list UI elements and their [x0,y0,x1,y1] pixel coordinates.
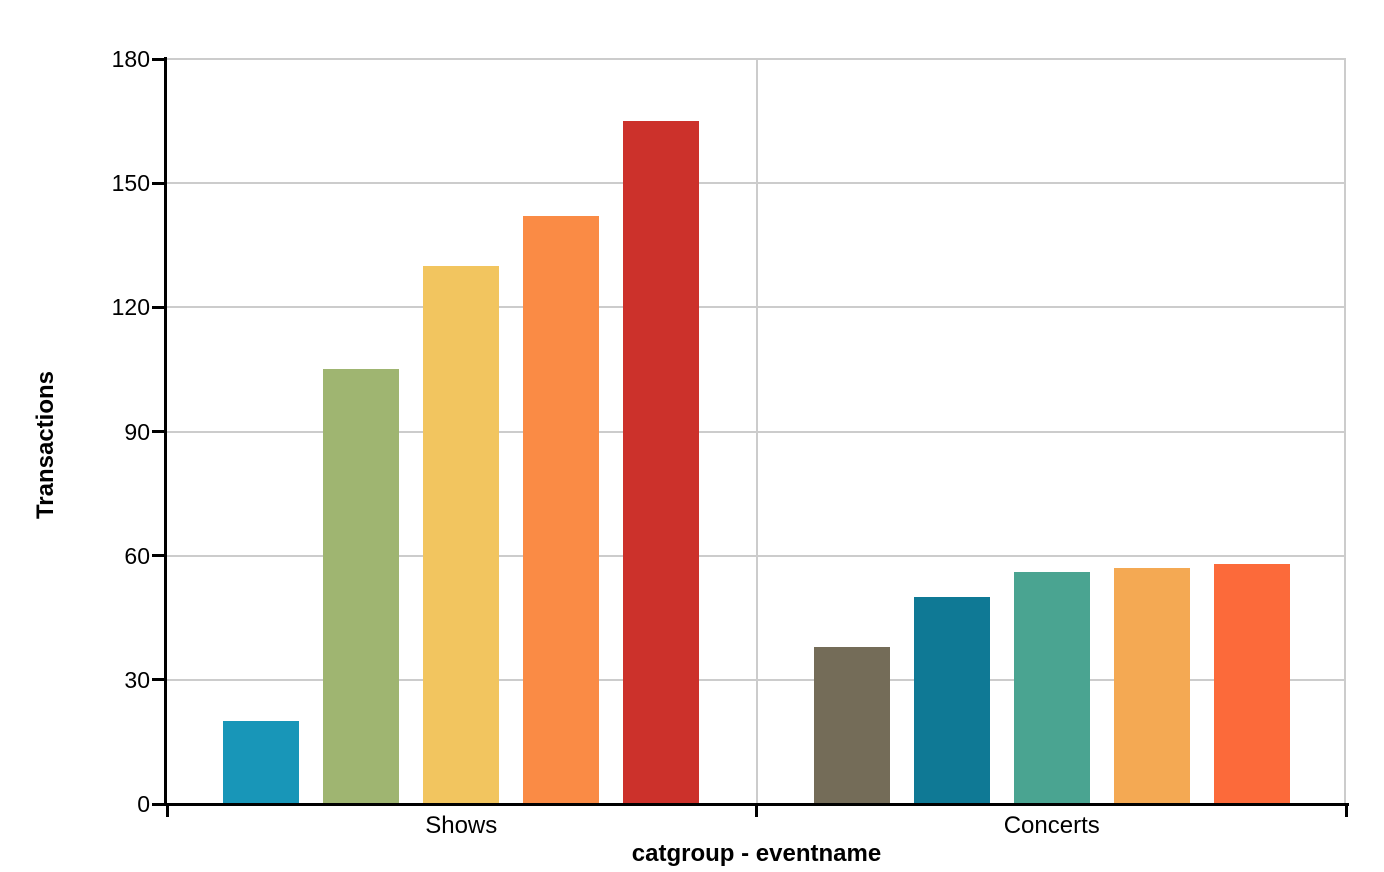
y-tick-label-120: 120 [111,294,150,321]
bar-shows-1 [223,721,300,804]
y-tick-mark-180 [152,57,165,61]
y-tick-mark-0 [152,802,165,806]
bar-shows-3 [423,265,500,804]
y-tick-label-180: 180 [111,46,150,72]
y-tick-mark-30 [152,678,165,682]
y-axis-line [164,57,167,804]
plot-area [167,58,1347,804]
x-tick-mark-2 [1344,804,1348,817]
category-divider-line [755,59,758,804]
y-tick-label-90: 90 [124,418,150,445]
y-tick-label-60: 60 [124,542,150,569]
bar-concerts-5 [1213,563,1290,804]
plot-right-edge-line [1344,59,1346,804]
bar-shows-4 [523,216,600,804]
x-tick-mark-1 [755,804,758,817]
bar-concerts-4 [1113,568,1190,804]
y-tick-mark-150 [152,181,165,185]
bar-shows-2 [323,369,400,804]
y-tick-mark-90 [152,430,165,433]
y-tick-label-150: 150 [111,170,150,197]
y-tick-label-30: 30 [124,666,150,693]
x-tick-mark-0 [165,804,169,817]
x-tick-label-concerts: Concerts [1003,812,1100,839]
bar-group-shows [167,59,756,804]
y-axis-title: Transactions [32,370,59,520]
bar-concerts-1 [813,646,890,804]
x-tick-label-shows: Shows [425,812,498,839]
y-tick-mark-60 [152,554,165,558]
x-axis-title: catgroup - eventname [631,840,882,867]
bar-concerts-3 [1013,572,1090,804]
bar-shows-5 [623,121,700,804]
bar-concerts-2 [913,597,990,804]
y-tick-label-0: 0 [137,791,150,817]
bar-group-concerts [758,59,1347,804]
y-tick-mark-120 [152,305,165,309]
